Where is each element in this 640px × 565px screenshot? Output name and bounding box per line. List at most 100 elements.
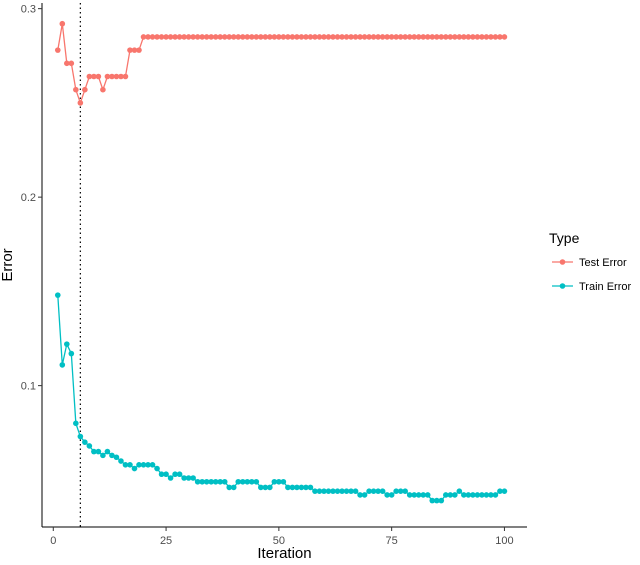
data-point-test-error (406, 34, 413, 40)
data-point-train-error (267, 484, 273, 491)
data-point-test-error (321, 34, 327, 40)
data-point-test-error (343, 34, 350, 40)
data-point-train-error (73, 420, 79, 427)
data-point-train-error (348, 488, 354, 494)
y-tick-label: 0.1 (21, 381, 36, 393)
data-point-train-error (212, 478, 219, 485)
data-point-train-error (402, 488, 408, 494)
data-point-test-error (258, 34, 264, 40)
data-point-train-error (136, 461, 142, 468)
data-point-test-error (86, 73, 93, 80)
data-point-test-error (131, 47, 138, 53)
data-point-train-error (226, 484, 233, 491)
data-point-test-error (483, 34, 490, 40)
x-tick-label: 0 (50, 535, 56, 547)
data-point-train-error (118, 458, 124, 464)
data-point-train-error (203, 478, 210, 485)
data-point-train-error (312, 488, 318, 494)
data-point-test-error (149, 34, 156, 40)
data-point-train-error (325, 488, 332, 494)
data-point-train-error (429, 497, 436, 504)
x-axis-title: Iteration (257, 545, 311, 562)
data-point-test-error (461, 34, 467, 40)
data-point-test-error (122, 73, 129, 80)
data-point-test-error (488, 34, 494, 40)
data-point-test-error (77, 100, 84, 106)
data-point-test-error (330, 34, 336, 40)
data-point-train-error (230, 484, 237, 491)
data-point-test-error (411, 34, 418, 40)
data-point-test-error (154, 34, 160, 40)
data-point-train-error (375, 488, 381, 494)
data-point-test-error (438, 34, 445, 40)
data-point-train-error (172, 471, 178, 478)
data-point-test-error (176, 34, 183, 40)
data-point-test-error (203, 34, 210, 40)
data-point-test-error (442, 34, 449, 40)
data-point-train-error (289, 484, 296, 491)
data-point-test-error (433, 34, 440, 40)
data-point-test-error (420, 34, 427, 40)
data-point-train-error (442, 492, 449, 498)
data-point-test-error (447, 34, 454, 40)
data-point-test-error (424, 34, 431, 40)
data-point-train-error (352, 488, 359, 494)
data-point-test-error (194, 34, 201, 40)
data-point-train-error (104, 448, 111, 455)
data-point-test-error (452, 34, 458, 40)
data-point-test-error (163, 34, 169, 40)
data-point-train-error (479, 492, 485, 498)
data-point-train-error (145, 461, 151, 468)
data-point-train-error (86, 443, 93, 449)
data-point-train-error (370, 488, 377, 494)
data-point-test-error (172, 34, 178, 40)
data-point-test-error (276, 34, 282, 40)
data-point-train-error (158, 471, 165, 478)
data-point-test-error (289, 34, 296, 40)
data-point-train-error (253, 478, 260, 485)
data-point-test-error (185, 34, 192, 40)
data-point-train-error (199, 478, 205, 485)
data-point-train-error (248, 478, 255, 485)
data-point-train-error (208, 478, 214, 485)
data-point-train-error (447, 492, 454, 498)
data-point-train-error (384, 492, 390, 498)
data-point-train-error (149, 461, 156, 468)
data-point-test-error (294, 34, 300, 40)
data-point-train-error (77, 433, 84, 440)
data-point-test-error (158, 34, 165, 40)
x-tick-label: 25 (160, 535, 172, 547)
data-point-train-error (176, 471, 183, 478)
data-point-test-error (95, 73, 102, 80)
data-point-test-error (208, 34, 214, 40)
data-point-test-error (235, 34, 242, 40)
data-point-test-error (140, 34, 147, 40)
data-point-test-error (104, 73, 111, 80)
data-point-train-error (501, 488, 508, 494)
data-point-test-error (113, 73, 120, 80)
data-point-train-error (433, 497, 440, 504)
data-point-test-error (415, 34, 422, 40)
data-point-train-error (474, 492, 481, 498)
data-point-train-error (461, 492, 467, 498)
data-point-train-error (68, 350, 75, 357)
data-point-train-error (456, 488, 463, 494)
data-point-test-error (357, 34, 363, 40)
data-point-test-error (118, 73, 124, 80)
data-point-train-error (470, 492, 476, 498)
data-point-test-error (217, 34, 224, 40)
data-point-test-error (470, 34, 476, 40)
data-point-test-error (312, 34, 318, 40)
data-point-test-error (384, 34, 390, 40)
data-point-train-error (339, 488, 345, 494)
data-point-test-error (212, 34, 219, 40)
data-point-train-error (465, 492, 472, 498)
data-point-test-error (64, 60, 70, 67)
data-point-test-error (199, 34, 205, 40)
legend-item-test-error: Test Error (552, 257, 627, 269)
data-point-test-error (361, 34, 368, 40)
data-point-train-error (82, 439, 88, 445)
data-point-train-error (424, 492, 431, 498)
data-point-train-error (276, 478, 282, 485)
data-point-test-error (501, 34, 508, 40)
